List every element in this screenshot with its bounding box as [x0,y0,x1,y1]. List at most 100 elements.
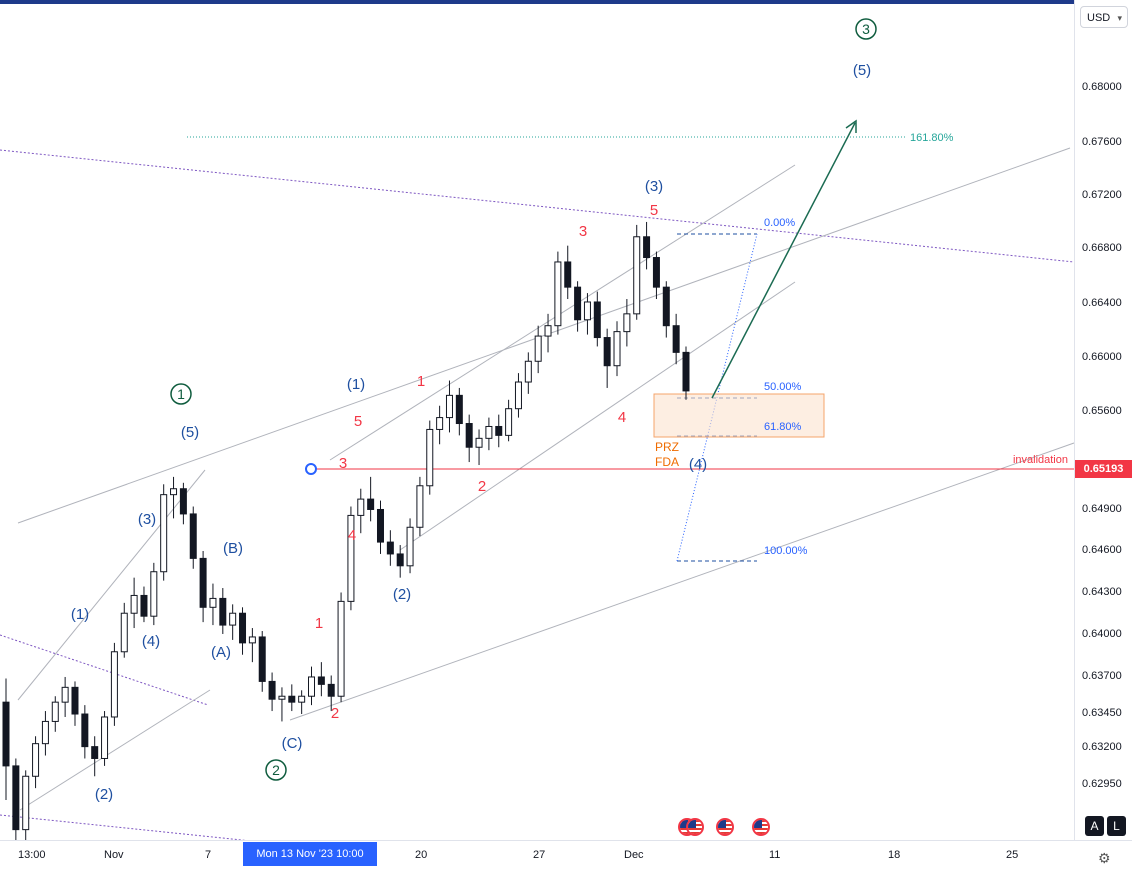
wave-label: (C) [282,735,303,752]
candle-body [229,612,237,626]
candle-body [357,498,365,516]
candle-body [672,325,680,353]
candle-body [554,261,562,327]
candle-body [239,612,247,644]
candle-body [189,513,197,559]
prz-box [653,393,825,438]
fib-0-label: 0.00% [764,217,795,229]
us-event-flag-icon[interactable] [752,818,770,836]
current-price-badge: 0.65193 [1075,460,1132,478]
svg-text:1: 1 [177,386,185,402]
candle-body [623,313,631,333]
wave-label: (3) [645,178,663,195]
wave-label: (1) [71,606,89,623]
candle-body [199,557,207,608]
price-tick-label: 0.62950 [1082,778,1122,790]
candle-body [268,680,276,700]
wave-circle-1: 1 [170,383,192,405]
candle-body [308,676,316,697]
candle-body [32,743,40,777]
subwave-label: 2 [478,478,486,495]
channel-mid2 [399,281,796,551]
candle-body [505,408,513,436]
candle-body [524,360,532,383]
candle-body [22,775,30,831]
candle-body [643,236,651,259]
candle-body [574,286,582,321]
candle-body [455,394,463,425]
time-tick-label: 13:00 [18,849,46,861]
candle-body [278,695,286,700]
candle-body [130,594,138,614]
fib-50-label: 50.00% [764,381,802,393]
price-tick-label: 0.63200 [1082,741,1122,753]
gear-icon[interactable]: ⚙ [1098,850,1111,866]
us-event-flag-icon[interactable] [686,818,704,836]
candle-body [337,600,345,697]
candle-body [71,686,79,715]
price-tick-label: 0.63450 [1082,707,1122,719]
subwave-label: 5 [354,413,362,430]
au-event-flag-icon[interactable] [716,818,734,836]
candle-body [298,695,306,703]
price-tick-label: 0.68000 [1082,81,1122,93]
candle-body [248,636,256,644]
log-scale-button[interactable]: L [1107,816,1126,836]
time-axis[interactable] [0,840,1132,869]
wave-label: (2) [95,786,113,803]
candle-body [613,331,621,367]
candle-body [91,746,99,759]
candle-body [514,381,522,410]
invalidation-anchor[interactable] [305,463,317,475]
fib-100-label: 100.00% [764,545,808,557]
subwave-label: 5 [650,202,658,219]
candle-body [465,423,473,448]
wave-label: (4) [689,456,707,473]
candle-body [110,651,118,718]
wave-circle-3: 3 [855,18,877,40]
candle-body [12,765,20,831]
wave-label: (3) [138,511,156,528]
lower-trendline [0,814,291,846]
candle-body [633,236,641,315]
price-tick-label: 0.66800 [1082,242,1122,254]
fib-618-label: 61.80% [764,421,802,433]
time-tick-label: 25 [1006,849,1019,861]
candle-body [564,261,572,288]
candle-body [170,488,178,496]
candle-body [160,494,168,573]
crosshair-time-label: Mon 13 Nov '23 10:00 [243,842,377,866]
time-tick-label: Nov [104,849,124,861]
candle-body [317,676,325,685]
channel-left2 [19,689,211,811]
candle-body [367,498,375,510]
subwave-label: 4 [348,527,356,544]
auto-scale-button[interactable]: A [1085,816,1104,836]
currency-selector[interactable]: USD ▾ [1080,6,1128,28]
candle-body [652,257,660,288]
candle-body [495,425,503,436]
subwave-label: 3 [579,223,587,240]
price-tick-label: 0.63700 [1082,670,1122,682]
wave-label: (2) [393,586,411,603]
price-axis[interactable] [1074,0,1132,840]
channel-mid [329,164,796,461]
currency-label: USD [1087,12,1111,24]
candle-body [475,437,483,448]
wave-label: (4) [142,633,160,650]
channel-upper [17,147,1071,524]
svg-text:3: 3 [862,21,870,37]
candle-body [41,720,49,745]
price-tick-label: 0.66000 [1082,351,1122,363]
chevron-down-icon: ▾ [1117,13,1122,23]
candle-body [140,594,148,617]
time-tick-label: 7 [205,849,212,861]
channel-lower [289,442,1075,721]
projection-arrowhead [845,119,857,133]
price-tick-label: 0.66400 [1082,297,1122,309]
candle-body [327,683,335,697]
candle-body [396,553,404,567]
candle-series [2,221,690,857]
candle-body [179,488,187,515]
